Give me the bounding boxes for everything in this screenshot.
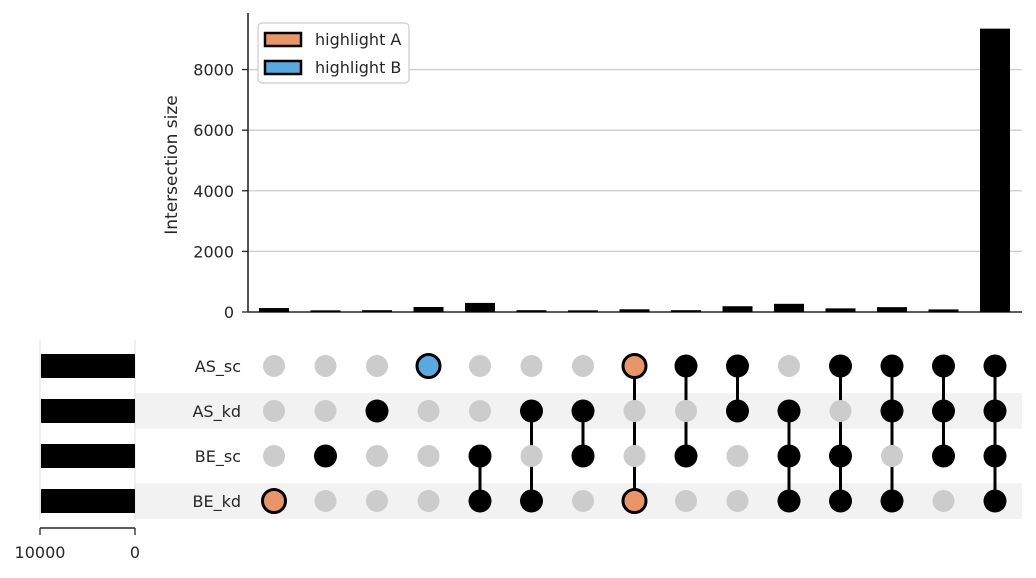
matrix-dot-inactive <box>314 355 337 377</box>
matrix-dot-active <box>365 399 389 423</box>
matrix-dot-active <box>932 444 955 468</box>
intersection-bar <box>774 303 804 312</box>
intersection-bar <box>722 306 753 312</box>
matrix-dot-active <box>983 354 1007 378</box>
matrix-dot-active <box>829 354 852 378</box>
matrix-dot-inactive <box>417 490 440 512</box>
y-tick-label: 6000 <box>193 121 234 140</box>
set-size-bar <box>40 489 136 513</box>
matrix-dot-active <box>880 399 904 423</box>
set-size-bar <box>40 399 136 423</box>
matrix-dot-inactive <box>366 445 388 467</box>
intersection-bar <box>465 302 495 312</box>
matrix-dot-active <box>261 488 287 514</box>
intersection-bar <box>980 28 1010 312</box>
intersection-bar <box>619 309 650 312</box>
matrix-dot-active <box>983 444 1007 468</box>
matrix-dot-inactive <box>520 355 543 377</box>
matrix-dot-active <box>674 444 698 468</box>
matrix-dot-inactive <box>366 355 388 377</box>
matrix-dot-active <box>621 353 648 379</box>
matrix-dot-inactive <box>881 445 903 467</box>
matrix-dot-inactive <box>829 400 852 422</box>
matrix-dot-active <box>314 444 337 468</box>
matrix-dot-inactive <box>263 445 285 467</box>
matrix-dot-inactive <box>469 355 491 377</box>
intersection-bar <box>413 306 444 312</box>
matrix-dot-active <box>777 399 801 423</box>
matrix-dot-active <box>571 399 595 423</box>
matrix-dot-inactive <box>675 400 697 422</box>
intersection-bar <box>877 307 907 312</box>
matrix-dot-active <box>880 354 904 378</box>
matrix-dot-active <box>983 399 1007 423</box>
set-size-bar <box>40 354 136 378</box>
matrix-dot-active <box>468 444 492 468</box>
set-label: AS_sc <box>195 357 241 377</box>
matrix-dot-active <box>880 489 904 513</box>
intersection-bar <box>516 310 547 312</box>
legend: highlight A highlight B <box>257 22 410 84</box>
matrix-dot-inactive <box>675 490 697 512</box>
matrix-dot-inactive <box>263 400 285 422</box>
matrix-dot-inactive <box>778 355 800 377</box>
matrix-dot-active <box>932 399 955 423</box>
matrix-dot-inactive <box>263 355 285 377</box>
set-size-tick-label: 10000 <box>15 543 66 562</box>
matrix-dot-active <box>829 444 852 468</box>
y-tick-label: 4000 <box>193 182 234 201</box>
matrix-dot-active <box>932 354 955 378</box>
legend-swatch <box>263 31 303 48</box>
matrix-dot-active <box>621 488 648 514</box>
set-size-bar <box>40 444 136 468</box>
intersection-bar <box>671 310 701 312</box>
legend-swatch <box>263 59 303 76</box>
intersection-bar <box>310 310 341 312</box>
y-tick-label: 8000 <box>193 61 234 80</box>
matrix-dot-active <box>726 399 749 423</box>
matrix-dot-inactive <box>726 445 749 467</box>
matrix-dot-active <box>726 354 749 378</box>
matrix-dot-inactive <box>623 445 646 467</box>
y-tick-label: 2000 <box>193 242 234 261</box>
set-label: BE_kd <box>192 492 241 512</box>
matrix-dot-active <box>468 489 492 513</box>
matrix-dot-active <box>415 353 442 379</box>
matrix-dot-active <box>829 489 852 513</box>
intersection-bar <box>928 309 959 312</box>
matrix-dot-active <box>983 489 1007 513</box>
matrix-dot-active <box>520 399 543 423</box>
matrix-dot-inactive <box>520 445 543 467</box>
matrix-dot-active <box>777 444 801 468</box>
matrix-dot-inactive <box>417 445 440 467</box>
y-tick-label: 0 <box>224 303 234 322</box>
matrix-dot-inactive <box>932 490 955 512</box>
matrix-dot-inactive <box>314 490 337 512</box>
matrix-dot-inactive <box>417 400 440 422</box>
matrix-dot-inactive <box>366 490 388 512</box>
set-size-tick-label: 0 <box>130 543 140 562</box>
matrix-dot-inactive <box>726 490 749 512</box>
matrix-dot-active <box>520 489 543 513</box>
legend-label: highlight A <box>315 30 401 49</box>
matrix-dot-inactive <box>314 400 337 422</box>
set-label: BE_sc <box>195 447 241 467</box>
matrix-dot-inactive <box>572 355 594 377</box>
matrix-dot-inactive <box>572 490 594 512</box>
legend-label: highlight B <box>315 58 401 77</box>
intersection-bar <box>825 308 856 312</box>
set-label: AS_kd <box>192 402 241 422</box>
y-axis-label: Intersection size <box>162 95 182 235</box>
intersection-bar <box>568 310 598 312</box>
matrix-dot-active <box>777 489 801 513</box>
matrix-dot-inactive <box>623 400 646 422</box>
intersection-bar <box>259 308 289 312</box>
matrix-dot-active <box>571 444 595 468</box>
matrix-dot-inactive <box>469 400 491 422</box>
matrix-dot-active <box>674 354 698 378</box>
intersection-bar <box>362 310 392 312</box>
